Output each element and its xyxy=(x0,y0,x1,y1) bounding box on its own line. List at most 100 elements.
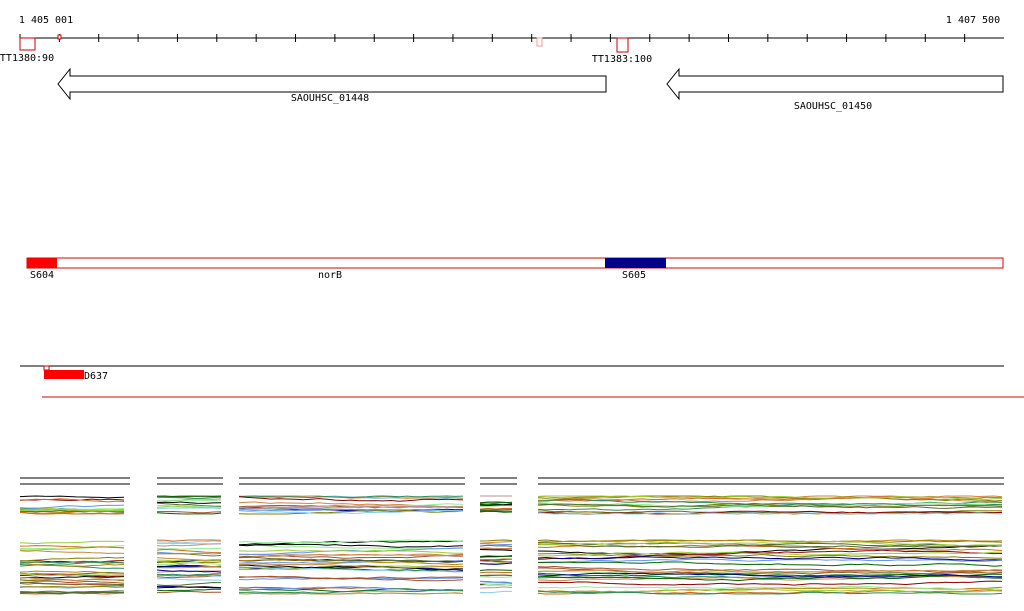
expression-line xyxy=(479,580,513,584)
expression-line xyxy=(479,539,513,542)
expression-line xyxy=(157,591,222,594)
expression-line xyxy=(156,586,222,589)
expression-line xyxy=(537,551,1003,557)
expression-line xyxy=(238,553,464,559)
expression-line xyxy=(537,558,1003,564)
expression-line xyxy=(537,590,1003,595)
expression-line xyxy=(479,576,513,578)
expression-line xyxy=(479,541,513,544)
expression-line xyxy=(537,572,1002,578)
feature-bar xyxy=(44,370,84,379)
expression-line xyxy=(156,557,221,561)
feature-box xyxy=(43,365,50,371)
expression-line xyxy=(537,495,1003,500)
expression-line xyxy=(156,565,222,569)
expression-line xyxy=(156,573,222,576)
ruler-end: 1 407 500 xyxy=(946,15,1000,26)
expression-line xyxy=(238,586,464,592)
expression-line xyxy=(238,592,464,595)
expression-line xyxy=(238,540,464,546)
expression-line xyxy=(19,508,125,512)
expression-line xyxy=(479,571,513,574)
expression-line xyxy=(156,507,222,510)
expression-line xyxy=(537,565,1003,573)
expression-line xyxy=(156,581,222,587)
expression-line xyxy=(537,539,1003,543)
expression-line xyxy=(480,543,513,546)
expression-line xyxy=(156,504,222,508)
expression-line xyxy=(538,542,1003,548)
expression-line xyxy=(19,504,125,511)
expression-line xyxy=(479,590,512,594)
expression-line xyxy=(19,507,125,512)
expression-line xyxy=(239,564,464,571)
expression-line xyxy=(537,585,1003,591)
expression-line xyxy=(238,547,464,556)
expression-line xyxy=(537,540,1003,547)
expression-line xyxy=(238,505,464,511)
expression-line xyxy=(156,539,222,542)
expression-line xyxy=(19,570,125,574)
segment-label: S604 xyxy=(30,270,54,281)
ruler-start: 1 405 001 xyxy=(19,15,73,26)
expression-line xyxy=(479,507,513,510)
expression-line xyxy=(238,539,464,544)
gene-label: SAOUHSC_01448 xyxy=(291,93,369,104)
expression-line xyxy=(537,549,1003,560)
expression-line xyxy=(238,566,464,573)
expression-line xyxy=(19,545,125,549)
expression-line xyxy=(156,501,222,504)
expression-line xyxy=(19,495,125,499)
expression-line xyxy=(479,558,513,561)
expression-line xyxy=(537,569,1003,573)
expression-line xyxy=(537,498,1003,507)
expression-line xyxy=(479,547,512,550)
expression-line xyxy=(537,552,1003,559)
gene-label: SAOUHSC_01450 xyxy=(794,101,872,112)
expression-line xyxy=(156,512,222,515)
expression-line xyxy=(156,577,222,581)
expression-line xyxy=(537,580,1003,586)
expression-line xyxy=(537,561,1003,567)
expression-line xyxy=(19,511,125,515)
expression-line xyxy=(156,496,222,500)
expression-line xyxy=(238,559,464,566)
expression-line xyxy=(238,504,464,509)
expression-line xyxy=(156,547,222,550)
expression-line xyxy=(19,550,125,554)
expression-line xyxy=(479,586,513,589)
expression-line xyxy=(19,575,125,579)
expression-line xyxy=(537,510,1003,515)
expression-line xyxy=(19,585,125,588)
expression-line xyxy=(537,503,1002,509)
expression-line xyxy=(479,574,513,577)
terminator-label: TT1380:90 xyxy=(0,53,54,64)
expression-line xyxy=(479,501,513,504)
expression-line xyxy=(156,543,222,547)
expression-line xyxy=(537,573,1003,582)
expression-line xyxy=(479,562,513,565)
expression-line xyxy=(156,570,222,573)
expression-line xyxy=(479,555,513,557)
terminator-box xyxy=(536,37,543,47)
gene-arrow xyxy=(57,67,607,101)
segment-label: norB xyxy=(318,270,342,281)
expression-line xyxy=(19,591,125,595)
expression-line xyxy=(156,569,222,573)
expression-line xyxy=(19,498,125,503)
expression-line xyxy=(156,562,222,566)
expression-line xyxy=(479,560,513,563)
expression-line xyxy=(238,554,464,559)
expression-line xyxy=(479,510,513,513)
expression-line xyxy=(479,503,513,507)
expression-line xyxy=(156,502,222,507)
expression-line xyxy=(238,563,464,569)
expression-line xyxy=(19,573,125,577)
expression-line xyxy=(238,543,464,548)
expression-line xyxy=(156,499,222,502)
feature-label: D637 xyxy=(84,371,108,382)
segment-track xyxy=(26,257,1004,269)
expression-line xyxy=(19,560,125,564)
